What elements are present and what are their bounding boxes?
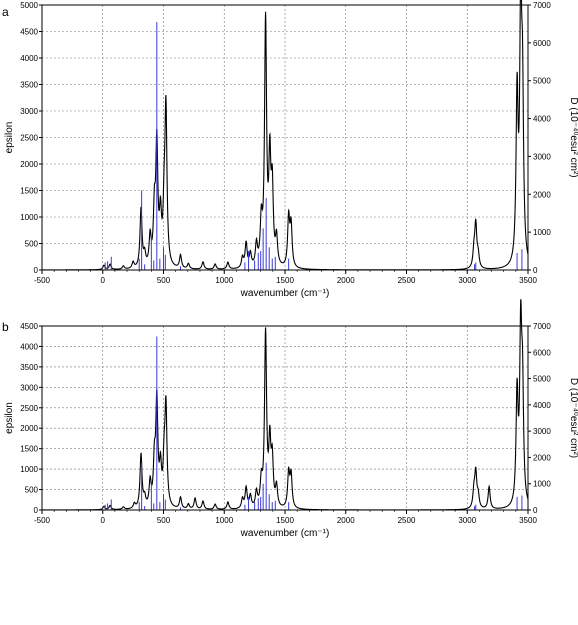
y-left-tick-label: 1500 [20, 445, 38, 454]
x-tick-label: 2500 [398, 516, 416, 525]
y-right-tick-label: 5000 [533, 375, 551, 384]
y-right-tick-label: 3000 [533, 152, 551, 161]
y-right-tick-label: 1000 [533, 228, 551, 237]
y-right-tick-label: 7000 [533, 322, 551, 331]
x-tick-label: 0 [101, 276, 106, 285]
x-axis-title: wavenumber (cm⁻¹) [240, 288, 330, 299]
x-tick-label: 3500 [519, 516, 537, 525]
panel-label: a [2, 5, 9, 19]
x-tick-label: -500 [34, 276, 51, 285]
y-right-tick-label: 7000 [533, 1, 551, 10]
y-right-tick-label: 4000 [533, 115, 551, 124]
y-right-tick-label: 0 [533, 506, 538, 515]
y-left-tick-label: 500 [25, 486, 39, 495]
y-left-tick-label: 2500 [20, 134, 38, 143]
y-left-tick-label: 0 [34, 506, 39, 515]
x-tick-label: 500 [157, 276, 171, 285]
y-left-tick-label: 2000 [20, 160, 38, 169]
x-tick-label: 2500 [398, 276, 416, 285]
y-left-tick-label: 0 [34, 266, 39, 275]
x-tick-label: 0 [101, 516, 106, 525]
y-left-tick-label: 4000 [20, 342, 38, 351]
x-tick-label: 1500 [276, 516, 294, 525]
y-right-tick-label: 2000 [533, 453, 551, 462]
x-axis-title: wavenumber (cm⁻¹) [240, 528, 330, 539]
x-tick-label: 2000 [337, 516, 355, 525]
y-right-tick-label: 6000 [533, 348, 551, 357]
y-left-tick-label: 3500 [20, 81, 38, 90]
y-right-tick-label: 1000 [533, 480, 551, 489]
chart-panel-b: -500 0 500 1000 1500 2000 2500 3000 350005001000… [2, 299, 578, 539]
panel-label: b [2, 320, 9, 334]
y-left-tick-label: 2000 [20, 424, 38, 433]
y-right-tick-label: 6000 [533, 39, 551, 48]
y-left-axis-title: epsilon [4, 402, 15, 434]
y-left-tick-label: 4000 [20, 54, 38, 63]
y-right-tick-label: 3000 [533, 427, 551, 436]
y-left-tick-label: 2500 [20, 404, 38, 413]
x-tick-label: 1500 [276, 276, 294, 285]
y-left-tick-label: 4500 [20, 322, 38, 331]
y-left-tick-label: 3000 [20, 383, 38, 392]
x-tick-label: 500 [157, 516, 171, 525]
y-left-tick-label: 1000 [20, 213, 38, 222]
y-right-tick-label: 5000 [533, 77, 551, 86]
y-right-axis-title: D (10⁻⁴⁰esu² cm²) [568, 97, 578, 177]
y-right-tick-label: 2000 [533, 190, 551, 199]
x-tick-label: 1000 [215, 516, 233, 525]
y-left-tick-label: 1000 [20, 465, 38, 474]
x-tick-label: -500 [34, 516, 51, 525]
x-tick-label: 3000 [458, 276, 476, 285]
y-right-tick-label: 0 [533, 266, 538, 275]
chart-panel-a: -500 0 500 1000 1500 2000 2500 3000 350005001000… [2, 0, 578, 299]
x-tick-label: 1000 [215, 276, 233, 285]
y-left-tick-label: 500 [25, 240, 39, 249]
y-left-tick-label: 3500 [20, 363, 38, 372]
y-left-tick-label: 5000 [20, 1, 38, 10]
x-tick-label: 3000 [458, 516, 476, 525]
x-tick-label: 3500 [519, 276, 537, 285]
y-right-axis-title: D (10⁻⁴⁰esu² cm²) [568, 378, 578, 458]
y-right-tick-label: 4000 [533, 401, 551, 410]
y-left-tick-label: 3000 [20, 107, 38, 116]
y-left-tick-label: 4500 [20, 28, 38, 37]
x-tick-label: 2000 [337, 276, 355, 285]
y-left-tick-label: 1500 [20, 187, 38, 196]
y-left-axis-title: epsilon [4, 122, 15, 154]
